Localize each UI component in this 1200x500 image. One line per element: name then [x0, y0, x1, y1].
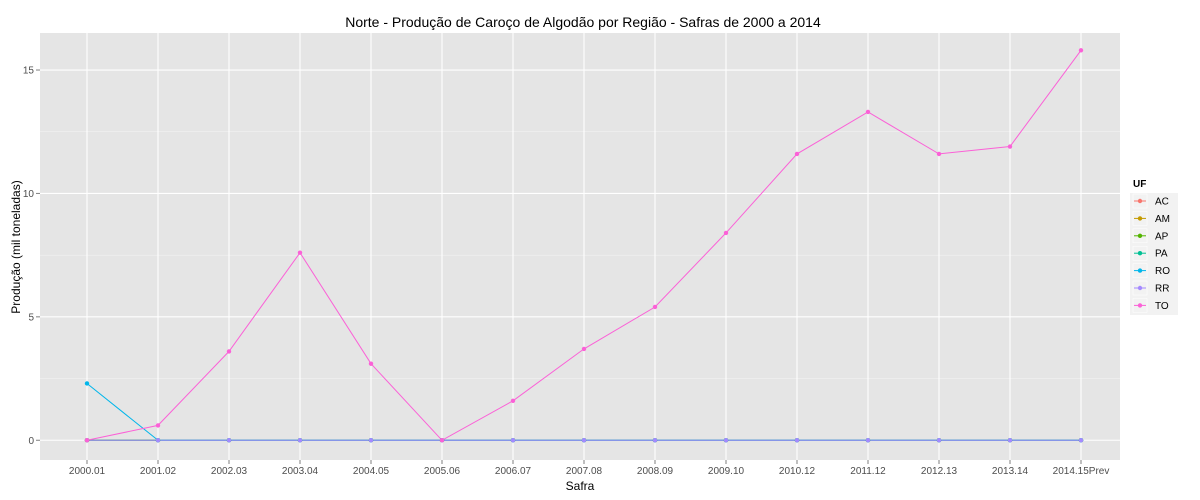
- data-point-rr: [368, 438, 374, 443]
- y-tick-label: 10: [23, 189, 35, 200]
- y-tick-label: 5: [28, 312, 34, 323]
- data-point-rr: [155, 438, 161, 443]
- x-tick-label: 2008.09: [637, 466, 674, 477]
- legend: UF AC AM AP PA RO RR TO: [1130, 179, 1178, 315]
- data-point-rr: [1078, 438, 1084, 443]
- legend-key-point: [1137, 216, 1143, 221]
- y-tick-label: 0: [28, 436, 34, 447]
- plot-background: [40, 33, 1120, 460]
- x-tick-label: 2012.13: [921, 466, 958, 477]
- data-point-to: [84, 438, 90, 443]
- x-tick-label: 2006.07: [495, 466, 532, 477]
- data-point-rr: [652, 438, 658, 443]
- x-axis: 2000.01 2001.02 2002.03 2003.04 2004.05 2005.…: [69, 460, 1109, 477]
- legend-key-point: [1137, 303, 1143, 308]
- data-point-to: [297, 250, 303, 255]
- x-tick-label: 2011.12: [850, 466, 886, 477]
- data-point-to: [723, 230, 729, 236]
- data-point-to: [581, 346, 587, 352]
- data-point-to: [652, 304, 658, 310]
- x-tick-label: 2010.12: [779, 466, 816, 477]
- legend-key-point: [1137, 268, 1143, 273]
- legend-label: PA: [1155, 249, 1168, 260]
- x-tick-label: 2014.15Prev: [1053, 466, 1110, 477]
- data-point-to: [936, 151, 942, 157]
- x-tick-label: 2013.14: [992, 466, 1029, 477]
- legend-label: TO: [1155, 301, 1169, 312]
- gridlines: [40, 33, 1120, 460]
- legend-label: RR: [1155, 284, 1169, 295]
- y-axis-title: Produção (mil toneladas): [9, 180, 23, 313]
- data-point-to: [439, 438, 445, 443]
- x-tick-label: 2003.04: [282, 466, 319, 477]
- data-point-to: [368, 361, 374, 366]
- data-point-to: [1078, 48, 1084, 53]
- data-point-rr: [1007, 438, 1013, 443]
- data-point-to: [794, 151, 800, 157]
- data-point-rr: [581, 438, 587, 443]
- data-point-to: [226, 349, 232, 354]
- data-point-rr: [723, 438, 729, 443]
- x-tick-label: 2007.08: [566, 466, 603, 477]
- data-point-ro: [84, 381, 90, 386]
- legend-title: UF: [1133, 179, 1146, 190]
- legend-key-point: [1137, 233, 1143, 238]
- data-point-to: [155, 423, 161, 428]
- data-point-rr: [865, 438, 871, 443]
- data-point-to: [510, 398, 516, 403]
- legend-key-point: [1137, 251, 1143, 256]
- legend-label: AP: [1155, 231, 1169, 242]
- chart-title: Norte - Produção de Caroço de Algodão po…: [345, 14, 821, 30]
- data-point-to: [865, 109, 871, 115]
- data-point-rr: [226, 438, 232, 443]
- legend-label: AM: [1155, 214, 1170, 225]
- x-tick-label: 2001.02: [140, 466, 177, 477]
- data-point-rr: [510, 438, 516, 443]
- data-point-rr: [297, 438, 303, 443]
- data-point-rr: [936, 438, 942, 443]
- legend-label: AC: [1155, 197, 1169, 208]
- legend-key-point: [1137, 198, 1143, 204]
- legend-key-point: [1137, 285, 1143, 291]
- x-tick-label: 2002.03: [211, 466, 248, 477]
- x-tick-label: 2009.10: [708, 466, 745, 477]
- data-point-rr: [794, 438, 800, 443]
- x-tick-label: 2000.01: [69, 466, 106, 477]
- series-points: [84, 48, 1084, 443]
- legend-label: RO: [1155, 266, 1170, 277]
- x-axis-title: Safra: [566, 479, 595, 493]
- x-tick-label: 2004.05: [353, 466, 390, 477]
- x-tick-label: 2005.06: [424, 466, 461, 477]
- y-axis: 0 5 10 15: [23, 66, 40, 447]
- data-point-to: [1007, 144, 1013, 149]
- y-tick-label: 15: [23, 66, 35, 77]
